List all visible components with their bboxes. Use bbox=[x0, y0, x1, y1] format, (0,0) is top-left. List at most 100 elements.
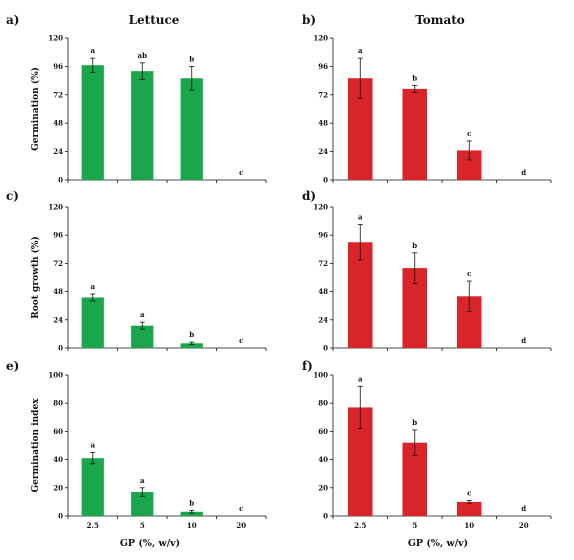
significance-letter: b bbox=[412, 418, 417, 427]
significance-letter: b bbox=[412, 73, 417, 82]
y-tick-label: 120 bbox=[313, 34, 328, 43]
y-tick-label: 96 bbox=[318, 62, 328, 71]
x-tick-label: 2.5 bbox=[354, 521, 366, 530]
y-tick-label: 24 bbox=[318, 147, 328, 156]
significance-letter: a bbox=[358, 46, 363, 55]
bar-5 bbox=[402, 88, 428, 180]
y-tick-label: 100 bbox=[313, 371, 328, 380]
x-axis-label-left: GP (%, w/v) bbox=[120, 538, 180, 549]
column-title-tomato: Tomato bbox=[415, 13, 465, 27]
bar-10 bbox=[180, 78, 203, 180]
y-tick-label: 24 bbox=[318, 315, 328, 324]
significance-letter: a bbox=[140, 310, 145, 319]
y-tick-label: 96 bbox=[318, 231, 328, 240]
y-tick-label: 120 bbox=[48, 34, 63, 43]
significance-letter: c bbox=[239, 504, 243, 513]
y-tick-label: 0 bbox=[58, 176, 63, 185]
significance-letter: d bbox=[521, 168, 526, 177]
y-tick-label: 120 bbox=[313, 203, 328, 212]
significance-letter: c bbox=[467, 269, 471, 278]
panel-d: 0 24 48 72 96 120 a b c d bbox=[313, 203, 552, 353]
significance-letter: b bbox=[412, 241, 417, 250]
significance-letter: a bbox=[358, 374, 363, 383]
panel-b: 0 24 48 72 96 120 a b c d bbox=[313, 34, 552, 185]
significance-letter: b bbox=[189, 330, 194, 339]
y-tick-label: 48 bbox=[318, 287, 328, 296]
x-tick-label: 5 bbox=[140, 521, 145, 530]
y-axis-label: Germination index bbox=[31, 398, 41, 493]
y-tick-label: 60 bbox=[318, 427, 328, 436]
significance-letter: a bbox=[358, 213, 363, 222]
x-tick-label: 5 bbox=[412, 521, 417, 530]
bar-5 bbox=[131, 71, 154, 180]
significance-letter: c bbox=[239, 168, 243, 177]
bar-2.5 bbox=[81, 297, 104, 348]
x-tick-label: 20 bbox=[236, 521, 246, 530]
y-tick-label: 48 bbox=[53, 119, 63, 128]
x-tick-label: 2.5 bbox=[87, 521, 99, 530]
bar-2.5 bbox=[81, 65, 104, 180]
y-tick-label: 80 bbox=[318, 399, 328, 408]
y-tick-label: 96 bbox=[53, 231, 63, 240]
significance-letter: c bbox=[467, 488, 471, 497]
significance-letter: a bbox=[90, 441, 95, 450]
x-tick-label: 10 bbox=[187, 521, 197, 530]
significance-letter: d bbox=[521, 504, 526, 513]
significance-letter: c bbox=[467, 129, 471, 138]
y-tick-label: 48 bbox=[53, 287, 63, 296]
x-tick-label: 10 bbox=[464, 521, 474, 530]
bar-5 bbox=[131, 325, 154, 348]
significance-letter: a bbox=[140, 476, 145, 485]
y-tick-label: 60 bbox=[53, 427, 63, 436]
y-tick-label: 20 bbox=[53, 483, 63, 492]
y-tick-label: 24 bbox=[53, 315, 63, 324]
y-tick-label: 100 bbox=[48, 371, 63, 380]
significance-letter: b bbox=[189, 498, 194, 507]
significance-letter: c bbox=[239, 336, 243, 345]
y-tick-label: 0 bbox=[323, 512, 328, 521]
y-tick-label: 0 bbox=[323, 344, 328, 353]
y-tick-label: 96 bbox=[53, 62, 63, 71]
y-axis-label: Root growth (%) bbox=[30, 236, 41, 318]
panel-letter-d: d) bbox=[302, 189, 316, 203]
significance-letter: b bbox=[189, 54, 194, 63]
significance-letter: a bbox=[90, 46, 95, 55]
y-tick-label: 72 bbox=[318, 259, 328, 268]
y-tick-label: 72 bbox=[53, 90, 63, 99]
x-axis-label-right: GP (%, w/v) bbox=[408, 538, 468, 549]
y-tick-label: 24 bbox=[53, 147, 63, 156]
bar-10 bbox=[456, 501, 482, 516]
y-tick-label: 120 bbox=[48, 203, 63, 212]
significance-letter: ab bbox=[138, 51, 148, 60]
panel-e: 0 20 40 60 80 100 a 2.5 a 5 b 10 c 20 Germination inde… bbox=[31, 371, 267, 530]
column-title-lettuce: Lettuce bbox=[129, 13, 180, 27]
panel-letter-f: f) bbox=[302, 359, 313, 373]
panel-c: 0 24 48 72 96 120 a a b c Root growth (%) bbox=[30, 203, 267, 353]
y-tick-label: 72 bbox=[318, 90, 328, 99]
y-tick-label: 20 bbox=[318, 483, 328, 492]
bar-10 bbox=[180, 511, 203, 516]
y-tick-label: 72 bbox=[53, 259, 63, 268]
significance-letter: d bbox=[521, 336, 526, 345]
panel-f: 0 20 40 60 80 100 a 2.5 b 5 c 10 d 20 bbox=[313, 371, 552, 530]
y-tick-label: 0 bbox=[323, 176, 328, 185]
panel-letter-e: e) bbox=[6, 359, 19, 373]
panel-letter-a: a) bbox=[6, 13, 19, 27]
bar-2.5 bbox=[81, 458, 104, 516]
x-tick-label: 20 bbox=[519, 521, 529, 530]
panel-a: 0 24 48 72 96 120 a ab b c Germination (%) bbox=[30, 34, 267, 185]
panel-letter-c: c) bbox=[6, 189, 19, 203]
y-tick-label: 80 bbox=[53, 399, 63, 408]
panel-letter-b: b) bbox=[302, 13, 316, 27]
y-tick-label: 0 bbox=[58, 512, 63, 521]
bar-5 bbox=[131, 492, 154, 516]
y-tick-label: 40 bbox=[318, 455, 328, 464]
y-tick-label: 40 bbox=[53, 455, 63, 464]
significance-letter: a bbox=[90, 282, 95, 291]
y-tick-label: 48 bbox=[318, 119, 328, 128]
bar-10 bbox=[180, 343, 203, 348]
y-tick-label: 0 bbox=[58, 344, 63, 353]
y-axis-label: Germination (%) bbox=[30, 67, 41, 151]
